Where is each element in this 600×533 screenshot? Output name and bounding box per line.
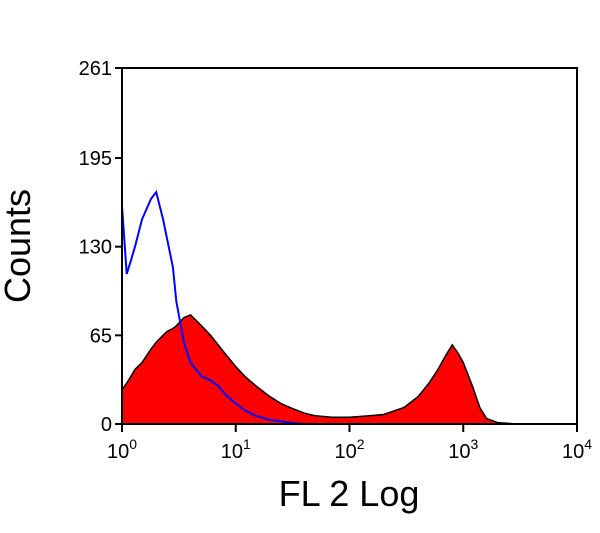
y-tick-label: 195 (79, 148, 112, 170)
histogram-line (121, 189, 305, 425)
x-tick-base: 10 (562, 441, 584, 463)
y-tick-label: 0 (101, 414, 112, 436)
x-tick-label: 101 (221, 436, 251, 463)
x-tick-label: 102 (334, 436, 364, 463)
histogram-area (121, 314, 518, 425)
x-tick-base: 10 (334, 441, 356, 463)
x-tick-exponent: 1 (243, 436, 251, 452)
x-axis-label: FL 2 Log (279, 473, 420, 514)
x-tick-base: 10 (221, 441, 243, 463)
x-tick-exponent: 2 (357, 436, 365, 452)
y-tick-label: 65 (90, 325, 112, 347)
x-tick-label: 103 (448, 436, 478, 463)
x-tick-label: 100 (107, 436, 137, 463)
x-tick-exponent: 4 (584, 436, 592, 452)
y-tick-label: 261 (79, 58, 112, 80)
x-tick-exponent: 3 (470, 436, 478, 452)
x-tick-label: 104 (562, 436, 592, 463)
y-tick-label: 130 (79, 237, 112, 259)
x-tick-base: 10 (448, 441, 470, 463)
x-tick-exponent: 0 (129, 436, 137, 452)
x-tick-base: 10 (107, 441, 129, 463)
y-axis-label: Counts (0, 189, 38, 303)
